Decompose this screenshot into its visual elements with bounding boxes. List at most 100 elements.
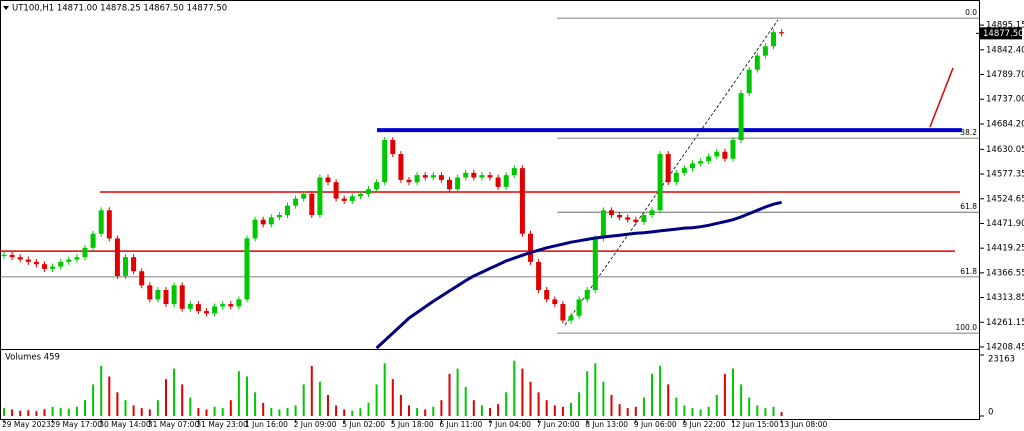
volume-bar (197, 408, 200, 416)
candle (195, 304, 201, 312)
volume-bar (764, 408, 767, 416)
x-tick-label: 7 Jun 20:00 (537, 420, 580, 429)
candle (268, 217, 274, 225)
candle (244, 238, 250, 300)
candle (98, 210, 104, 234)
x-tick-label: 5 Jun 18:00 (391, 420, 434, 429)
volume-bar (699, 409, 702, 416)
candle (681, 168, 687, 173)
x-tick-label: 31 May 07:00 (148, 420, 200, 429)
volume-bar (116, 392, 119, 416)
volume-bar (659, 365, 662, 416)
candle (236, 299, 242, 307)
candle (625, 217, 631, 220)
candle (690, 163, 695, 169)
candle (17, 257, 23, 260)
candle (528, 233, 533, 262)
volume-bar (464, 387, 467, 416)
volume-bar (35, 411, 38, 416)
candle (422, 175, 428, 178)
candle (438, 175, 444, 180)
candle (665, 154, 671, 183)
fibo-label: 38.2 (960, 128, 977, 137)
candle (479, 175, 485, 178)
volume-bar (237, 371, 240, 416)
candle (74, 257, 80, 260)
volume-bar (489, 408, 491, 416)
x-tick-label: 29 May 2023 (2, 420, 51, 429)
volume-bar (132, 405, 135, 416)
arrow-line (929, 67, 954, 128)
candle (212, 306, 218, 314)
candle (544, 290, 550, 300)
current-price-label: 14877.50 (983, 29, 1024, 39)
candle (366, 189, 371, 194)
y-tick-label: 14261.15 (986, 318, 1024, 328)
candle (357, 193, 363, 197)
volume-bar (278, 409, 281, 416)
volume-bar (165, 379, 167, 416)
volume-bar (448, 373, 451, 416)
candle (730, 140, 736, 159)
volume-bar (497, 404, 500, 416)
volume-bar (205, 409, 208, 416)
volume-bar (335, 405, 338, 416)
volume-bar (732, 368, 734, 416)
volume-bar (707, 406, 710, 416)
candle (33, 261, 39, 265)
volume-bar (440, 400, 443, 416)
x-tick-label: 30 May 14:00 (99, 420, 151, 429)
volume-bar (43, 409, 46, 416)
y-tick-label: 14366.55 (986, 268, 1024, 278)
volume-bar (618, 404, 621, 416)
volume-title: Volumes 459 (5, 353, 60, 363)
volume-bar (148, 409, 151, 416)
candle (301, 193, 307, 199)
candle (511, 168, 517, 176)
volume-bar (11, 409, 14, 416)
volume-bar (51, 406, 54, 416)
fibo-label: 61.8 (960, 267, 977, 276)
candle (471, 172, 477, 178)
volume-bar (108, 376, 111, 416)
x-tick-label: 2 Jun 09:00 (294, 420, 337, 429)
volume-bar (691, 408, 694, 416)
x-tick-label: 9 Jun 06:00 (634, 420, 677, 429)
y-tick-label: 14524.65 (986, 194, 1024, 204)
candle (568, 315, 574, 321)
volume-bar (173, 368, 176, 416)
fibo-label: 61.8 (960, 202, 977, 211)
volume-bar (416, 408, 419, 416)
menu-triangle (3, 6, 9, 10)
volume-bar (3, 408, 5, 416)
volume-bar (286, 408, 289, 416)
x-tick-label: 12 Jun 15:00 (731, 420, 779, 429)
candle (657, 154, 663, 211)
candle (50, 266, 56, 269)
x-tick-label: 9 Jun 22:00 (682, 420, 725, 429)
candle (325, 177, 331, 183)
volume-bar (270, 408, 273, 416)
candle (382, 140, 388, 183)
volume-bar (367, 402, 370, 416)
volume-bar (408, 405, 410, 416)
candle (139, 271, 145, 286)
candle (762, 46, 768, 56)
candle (317, 177, 323, 215)
trend-line (564, 19, 779, 326)
candle (82, 247, 88, 258)
volume-bar (651, 373, 653, 416)
volume-bar (642, 397, 645, 416)
candle (771, 32, 776, 47)
volume-bar (19, 410, 22, 416)
volume-bar (359, 408, 362, 416)
moving-average (375, 200, 782, 350)
candle (25, 259, 31, 262)
volume-bar (537, 392, 540, 416)
volume-bar (310, 365, 313, 416)
candle (163, 290, 169, 305)
candle (179, 285, 185, 309)
volume-bar (480, 405, 483, 416)
volume-bar (424, 409, 427, 416)
candle (649, 210, 655, 215)
